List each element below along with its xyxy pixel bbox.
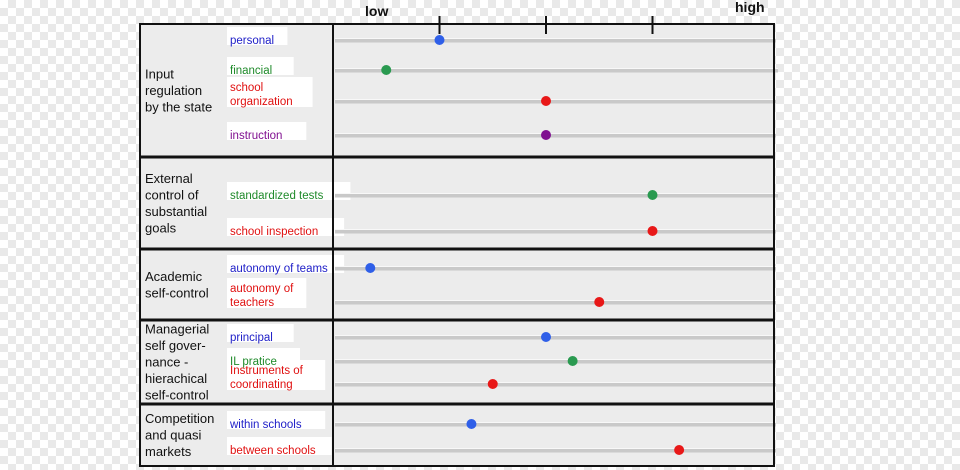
data-point xyxy=(567,356,578,366)
group-label-line: and quasi xyxy=(145,428,201,443)
item-label-line: instruction xyxy=(230,130,282,142)
data-point xyxy=(647,190,658,200)
group-label: Input regulation by the state xyxy=(145,67,212,115)
item-label-box xyxy=(227,411,326,429)
data-point xyxy=(647,226,658,236)
item-label: autonomy of teachers xyxy=(230,283,294,309)
track-line xyxy=(335,448,776,453)
track-line xyxy=(335,38,776,43)
group-label-line: self gover- xyxy=(145,338,206,353)
item-label-line: standardized tests xyxy=(230,190,324,202)
group-label: Academic self-control xyxy=(145,269,209,301)
track-line xyxy=(335,359,776,364)
group-label-line: by the state xyxy=(145,100,212,115)
group-label: External control of substantial goals xyxy=(145,171,207,236)
item-label: principal xyxy=(230,332,273,344)
item-label-line: financial xyxy=(230,65,272,77)
item-label-line: between schools xyxy=(230,445,316,457)
item-label-line: school inspection xyxy=(230,226,318,238)
item-label-line: Instruments of xyxy=(230,365,304,377)
item-label-box xyxy=(227,437,332,455)
track-line xyxy=(335,133,776,138)
data-point xyxy=(434,35,445,45)
item-label-box xyxy=(227,182,351,200)
group-label-line: Managerial xyxy=(145,322,209,337)
item-label-box xyxy=(227,278,307,308)
group-plot-cell xyxy=(333,404,774,466)
group-label-line: goals xyxy=(145,220,177,235)
group-label-line: Input xyxy=(145,67,174,82)
data-point xyxy=(541,332,551,342)
item-label-line: autonomy of teams xyxy=(230,263,328,275)
item-label-box xyxy=(227,77,313,107)
track-line xyxy=(335,229,776,234)
group-label-line: Academic xyxy=(145,269,203,284)
track-line xyxy=(335,422,776,427)
data-point xyxy=(674,445,685,455)
track-line xyxy=(335,193,778,198)
group-label-line: nance - xyxy=(145,355,188,370)
item-label: financial xyxy=(230,65,272,77)
data-point xyxy=(381,65,392,75)
track-line xyxy=(335,68,778,73)
group-label: Managerial self gover-nance -hierachical s… xyxy=(145,322,209,403)
group-label-line: External xyxy=(145,171,193,186)
track-line xyxy=(335,300,776,305)
item-label: Instruments of coordinating xyxy=(230,365,304,391)
group-label-line: self-control xyxy=(145,285,209,300)
group-label-line: markets xyxy=(145,444,192,459)
item-label: autonomy of teams xyxy=(230,263,328,275)
item-label-line: organization xyxy=(230,96,293,108)
item-label: personal xyxy=(230,35,274,47)
group-plot-cell xyxy=(333,157,774,249)
item-label: between schools xyxy=(230,445,316,457)
item-label-box xyxy=(227,218,345,236)
item-label-line: autonomy of xyxy=(230,283,294,295)
item-label-box xyxy=(227,324,294,342)
item-label-line: within schools xyxy=(229,419,302,431)
item-label: within schools xyxy=(229,419,302,431)
item-label-box xyxy=(227,27,288,45)
track-line xyxy=(335,335,776,340)
data-point xyxy=(466,419,477,429)
item-label-line: personal xyxy=(230,35,274,47)
group-plot-cell xyxy=(333,249,774,320)
data-point xyxy=(541,130,551,140)
data-point xyxy=(487,379,498,389)
group-label-line: substantial xyxy=(145,204,207,219)
track-line xyxy=(335,382,776,387)
item-label: school inspection xyxy=(230,226,318,238)
scale-high-label: high xyxy=(735,0,765,15)
group-label-line: self-control xyxy=(145,388,209,403)
item-label-line: school xyxy=(230,82,263,94)
data-point xyxy=(594,297,605,307)
item-label-box xyxy=(227,57,294,75)
item-label-box xyxy=(227,122,307,140)
scale-low-label: low xyxy=(365,3,388,19)
item-label-line: IL pratice xyxy=(230,356,277,368)
data-point xyxy=(365,263,376,273)
item-label-line: coordinating xyxy=(230,379,293,391)
item-label-box xyxy=(227,255,345,273)
group-label-line: regulation xyxy=(145,83,202,98)
data-point xyxy=(541,96,551,106)
item-label: IL pratice xyxy=(230,356,277,368)
track-line xyxy=(335,99,776,104)
item-label: school organization xyxy=(230,82,293,108)
item-label-line: teachers xyxy=(230,297,274,309)
group-label-line: control of xyxy=(145,187,199,202)
group-label-line: hierachical xyxy=(145,371,207,386)
group-label: Competition and quasi markets xyxy=(145,411,214,459)
item-label: instruction xyxy=(230,130,282,142)
table-frame xyxy=(139,23,775,467)
item-label: standardized tests xyxy=(230,190,324,202)
item-label-line: principal xyxy=(230,332,273,344)
item-label-box xyxy=(227,360,326,390)
track-line xyxy=(335,266,776,271)
group-label-line: Competition xyxy=(145,411,214,426)
